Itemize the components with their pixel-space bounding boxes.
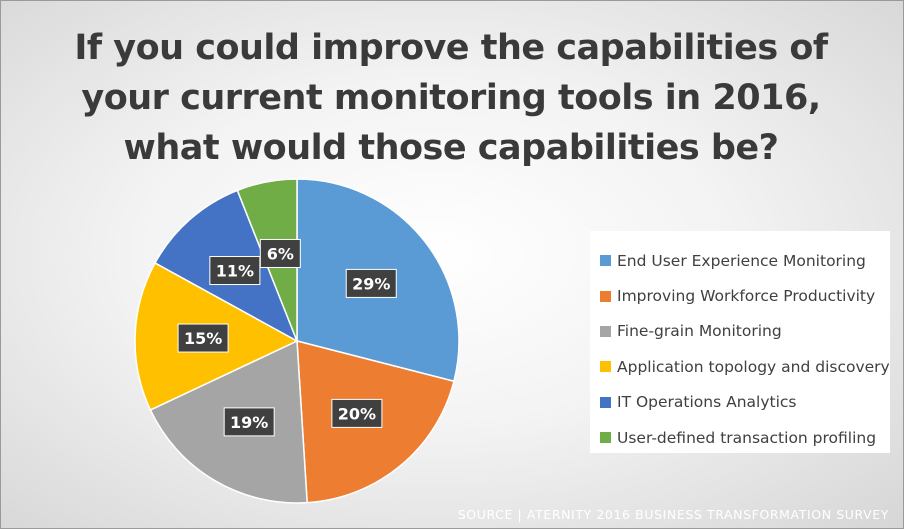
source-note: SOURCE | ATERNITY 2016 BUSINESS TRANSFOR… <box>457 507 889 522</box>
legend-label: Improving Workforce Productivity <box>617 287 876 306</box>
data-label-1: 29% <box>345 268 397 298</box>
data-label-5: 11% <box>209 256 261 286</box>
legend-item-3: Fine-grain Monitoring <box>600 314 890 349</box>
data-label-box <box>223 407 275 437</box>
legend-swatch <box>600 325 611 337</box>
data-label-box <box>209 256 261 286</box>
legend-swatch <box>600 432 611 444</box>
legend-swatch <box>600 290 611 302</box>
data-label-2: 20% <box>331 398 383 428</box>
legend-label: Fine-grain Monitoring <box>617 322 782 341</box>
data-label-box <box>177 323 229 353</box>
data-label-text: 20% <box>338 404 376 423</box>
legend-swatch <box>600 396 611 408</box>
data-label-text: 6% <box>267 244 294 263</box>
legend-item-4: Application topology and discovery <box>600 349 890 384</box>
legend-label: Application topology and discovery <box>617 357 890 376</box>
data-label-text: 19% <box>230 413 268 432</box>
legend-item-1: End User Experience Monitoring <box>600 243 890 278</box>
data-label-text: 15% <box>184 329 222 348</box>
data-label-3: 19% <box>223 407 275 437</box>
legend-item-5: IT Operations Analytics <box>600 385 890 420</box>
legend-swatch <box>600 361 611 373</box>
legend-item-6: User-defined transaction profiling <box>600 420 890 455</box>
data-label-box <box>345 268 397 298</box>
chart-title: If you could improve the capabilities of… <box>74 28 828 168</box>
legend-label: End User Experience Monitoring <box>617 251 866 270</box>
legend-label: IT Operations Analytics <box>617 393 797 412</box>
legend-item-2: Improving Workforce Productivity <box>600 278 890 313</box>
data-label-box <box>259 238 301 268</box>
data-label-6: 6% <box>259 238 301 268</box>
chart-legend: End User Experience Monitoring Improving … <box>590 231 890 453</box>
data-label-text: 29% <box>352 274 390 293</box>
legend-label: User-defined transaction profiling <box>617 428 877 447</box>
data-label-text: 11% <box>216 262 254 281</box>
data-label-box <box>331 398 383 428</box>
legend-swatch <box>600 255 611 267</box>
data-label-4: 15% <box>177 323 229 353</box>
